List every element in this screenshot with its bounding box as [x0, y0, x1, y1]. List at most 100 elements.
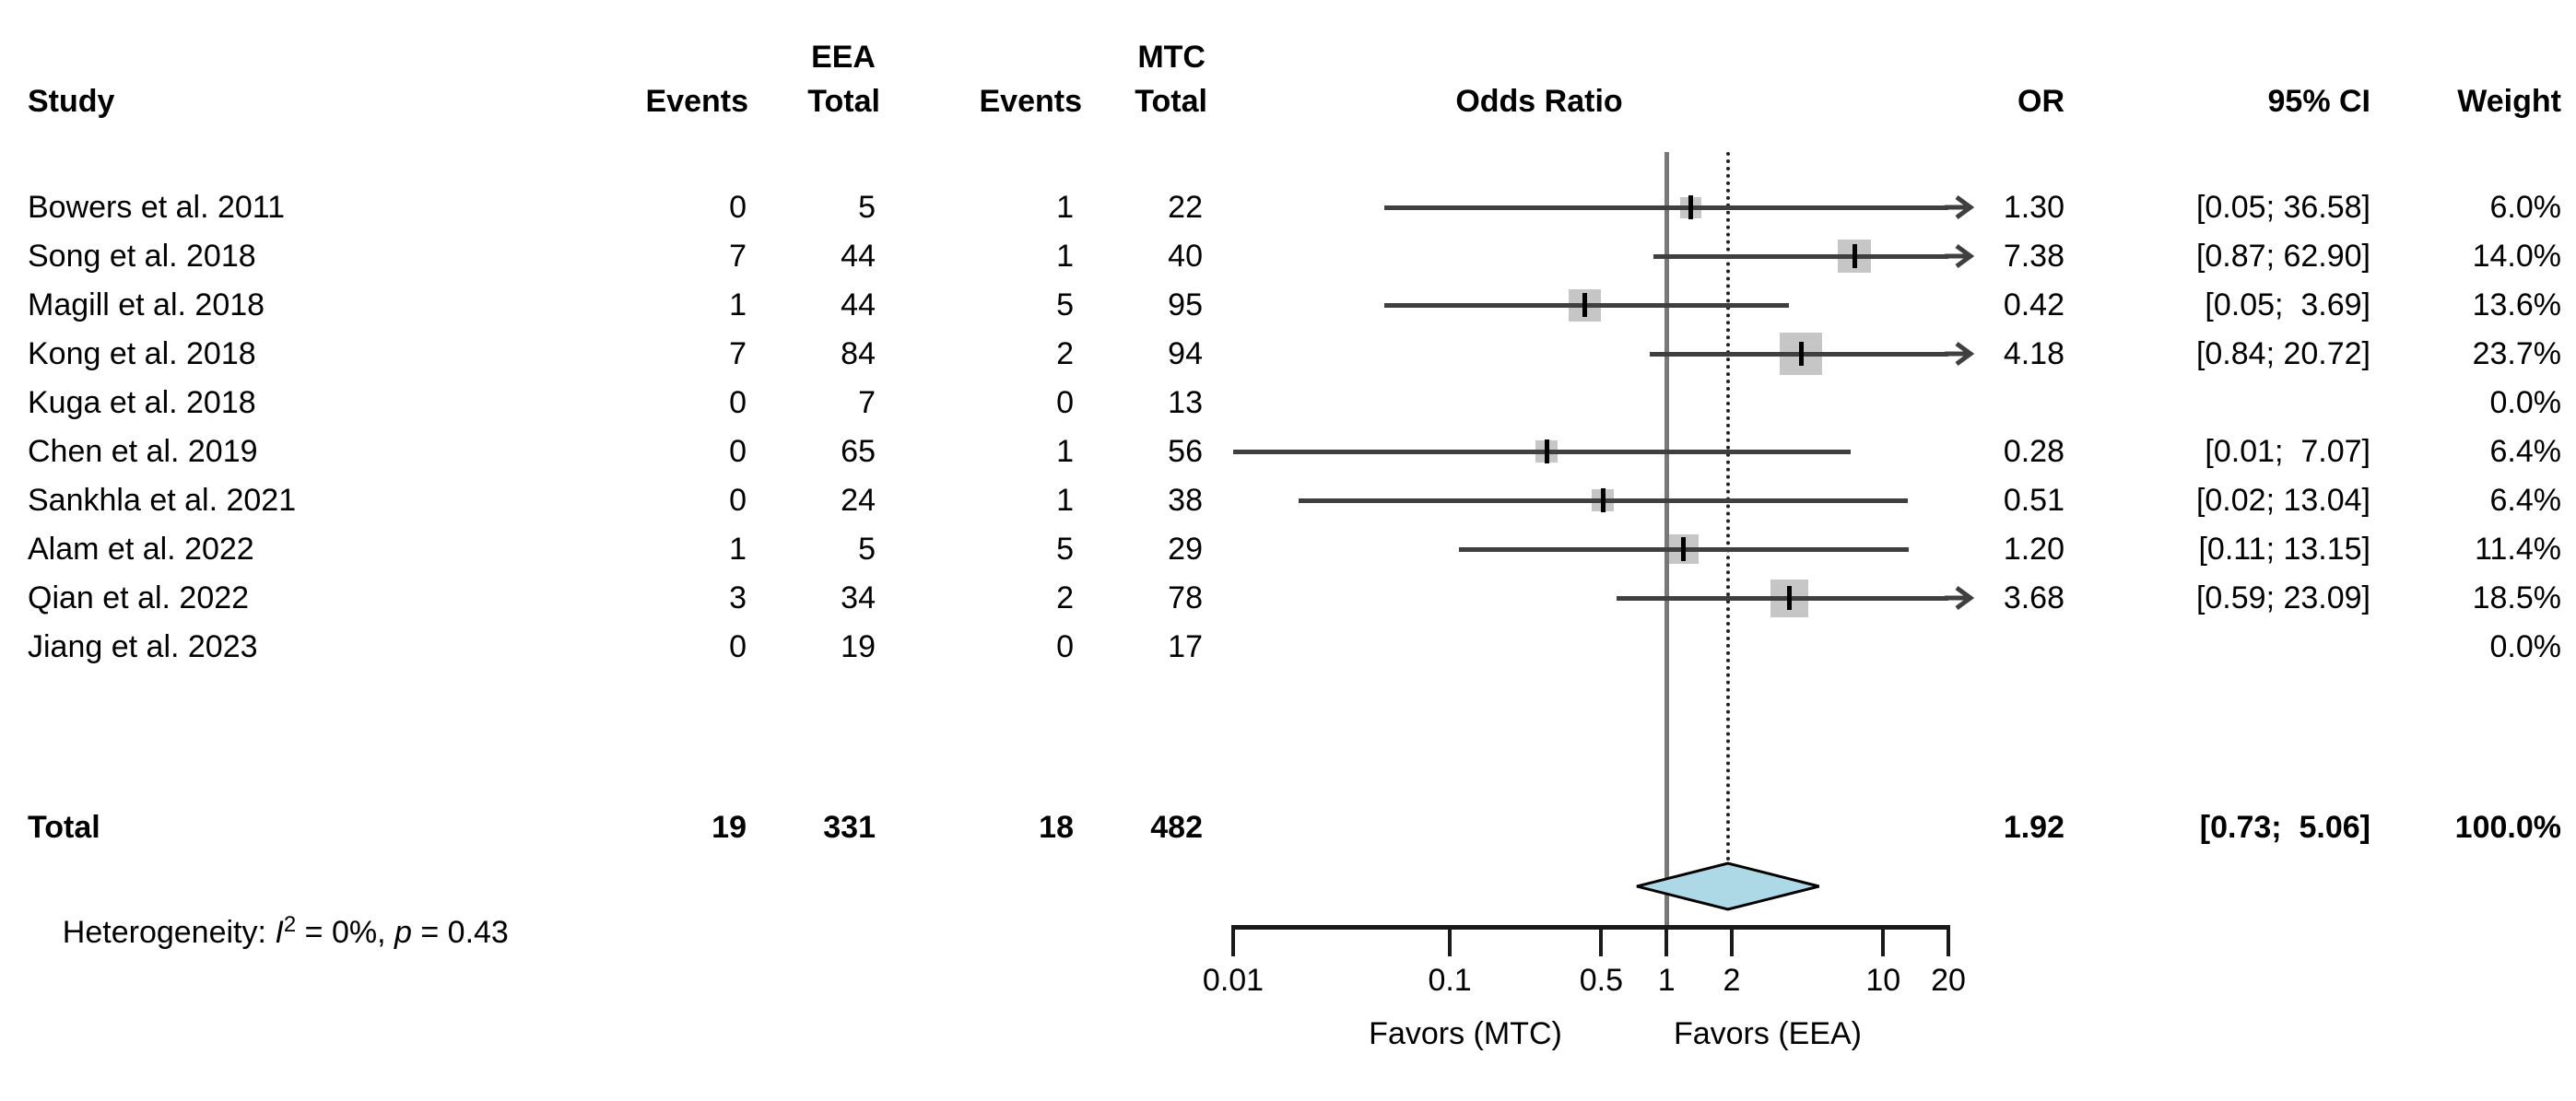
- total-mtc-value: 22: [1168, 190, 1203, 225]
- or-value: 1.20: [2003, 532, 2064, 567]
- total-mtc-value: 38: [1168, 483, 1203, 518]
- total-mtc-column-header: Total: [1135, 84, 1207, 119]
- x-axis-tick-label: 2: [1723, 963, 1741, 998]
- ci-value: [0.73; 5.06]: [2199, 810, 2370, 845]
- events-eea-value: 0: [729, 434, 747, 469]
- events-mtc-value: 1: [1056, 239, 1074, 274]
- group1-header: EEA: [811, 40, 876, 75]
- study-column-header: Study: [28, 84, 115, 119]
- study-label: Song et al. 2018: [28, 239, 256, 274]
- total-eea-value: 5: [858, 190, 876, 225]
- point-estimate-marker: [1681, 537, 1687, 561]
- point-estimate-marker: [1544, 439, 1549, 463]
- study-label: Bowers et al. 2011: [28, 190, 286, 225]
- x-axis-tick-label: 0.1: [1428, 963, 1472, 998]
- total-eea-value: 5: [858, 532, 876, 567]
- or-value: 1.92: [2003, 810, 2064, 845]
- ci-value: [0.05; 36.58]: [2195, 190, 2370, 225]
- events-mtc-value: 18: [1039, 810, 1074, 845]
- study-label: Alam et al. 2022: [28, 532, 254, 567]
- events-mtc-value: 2: [1056, 580, 1074, 615]
- total-mtc-value: 40: [1168, 239, 1203, 274]
- ci-value: [0.11; 13.15]: [2198, 532, 2370, 567]
- total-mtc-value: 482: [1150, 810, 1203, 845]
- total-eea-column-header: Total: [807, 84, 880, 119]
- study-label: Sankhla et al. 2021: [28, 483, 297, 518]
- x-axis-tick: [1448, 929, 1453, 956]
- favors-right-label: Favors (EEA): [1673, 1016, 1863, 1051]
- x-axis-tick-label: 1: [1657, 963, 1676, 998]
- weight-value: 6.4%: [2489, 483, 2562, 518]
- events-mtc-value: 5: [1056, 532, 1074, 567]
- total-eea-value: 19: [841, 629, 876, 664]
- favors-left-label: Favors (MTC): [1369, 1016, 1562, 1051]
- total-mtc-value: 95: [1168, 287, 1203, 322]
- ci-arrow-right-icon: [1945, 341, 1975, 367]
- events-eea-value: 3: [729, 580, 747, 615]
- total-eea-value: 44: [841, 287, 876, 322]
- study-label: Kong et al. 2018: [28, 336, 256, 371]
- weight-column-header: Weight: [2457, 84, 2561, 119]
- weight-value: 23.7%: [2472, 336, 2561, 371]
- ci-arrow-right-icon: [1945, 194, 1975, 220]
- point-estimate-marker: [1582, 293, 1588, 317]
- pooled-diamond: [1636, 861, 1820, 911]
- total-mtc-value: 78: [1168, 580, 1203, 615]
- study-label: Chen et al. 2019: [28, 434, 258, 469]
- events-mtc-value: 1: [1056, 190, 1074, 225]
- events-mtc-value: 2: [1056, 336, 1074, 371]
- events-mtc-value: 0: [1056, 629, 1074, 664]
- events-eea-value: 7: [729, 336, 747, 371]
- events-mtc-value: 1: [1056, 483, 1074, 518]
- point-estimate-marker: [1786, 586, 1792, 610]
- x-axis-tick: [1231, 929, 1235, 956]
- weight-value: 6.0%: [2489, 190, 2562, 225]
- x-axis-tick-label: 0.01: [1202, 963, 1264, 998]
- total-mtc-value: 29: [1168, 532, 1203, 567]
- point-estimate-marker: [1852, 244, 1857, 268]
- or-value: [1834, 627, 2064, 667]
- x-axis-tick: [1881, 929, 1886, 956]
- x-axis-tick-label: 10: [1865, 963, 1901, 998]
- or-column-header: OR: [2017, 84, 2064, 119]
- x-axis-line: [1231, 925, 1950, 930]
- or-value: [1834, 382, 2064, 423]
- weight-value: 14.0%: [2472, 239, 2561, 274]
- total-mtc-value: 94: [1168, 336, 1203, 371]
- ci-line: [1617, 595, 1948, 601]
- odds-ratio-column-header: Odds Ratio: [1455, 84, 1623, 119]
- x-axis-tick-label: 20: [1931, 963, 1966, 998]
- total-eea-value: 44: [841, 239, 876, 274]
- ci-line: [1653, 253, 1948, 259]
- total-mtc-value: 56: [1168, 434, 1203, 469]
- x-axis-tick: [1599, 929, 1604, 956]
- x-axis-tick: [1664, 929, 1669, 956]
- or-value: 3.68: [2003, 580, 2064, 615]
- events-eea-value: 1: [729, 532, 747, 567]
- total-mtc-value: 17: [1168, 629, 1203, 664]
- pooled-estimate-line: [1725, 152, 1730, 861]
- weight-value: 11.4%: [2475, 532, 2561, 567]
- events-mtc-column-header: Events: [979, 84, 1083, 119]
- ci-value: [0.59; 23.09]: [2195, 580, 2370, 615]
- weight-value: 13.6%: [2472, 287, 2561, 322]
- ci-value: [0.05; 3.69]: [2205, 287, 2370, 322]
- ci-value: [0.01; 7.07]: [2205, 434, 2370, 469]
- or-value: 4.18: [2003, 336, 2064, 371]
- total-eea-value: 65: [841, 434, 876, 469]
- weight-value: 18.5%: [2472, 580, 2561, 615]
- study-label: Kuga et al. 2018: [28, 385, 256, 420]
- study-label: Qian et al. 2022: [28, 580, 250, 615]
- reference-line: [1664, 152, 1669, 929]
- or-value: 7.38: [2003, 239, 2064, 274]
- p-symbol: p: [394, 915, 412, 950]
- events-mtc-value: 5: [1056, 287, 1074, 322]
- total-eea-value: 331: [823, 810, 876, 845]
- total-eea-value: 34: [841, 580, 876, 615]
- point-estimate-marker: [1688, 195, 1694, 219]
- point-estimate-marker: [1798, 342, 1804, 366]
- total-label: Total: [28, 810, 100, 845]
- ci-value: [2066, 382, 2370, 423]
- heterogeneity-prefix: Heterogeneity:: [62, 915, 276, 950]
